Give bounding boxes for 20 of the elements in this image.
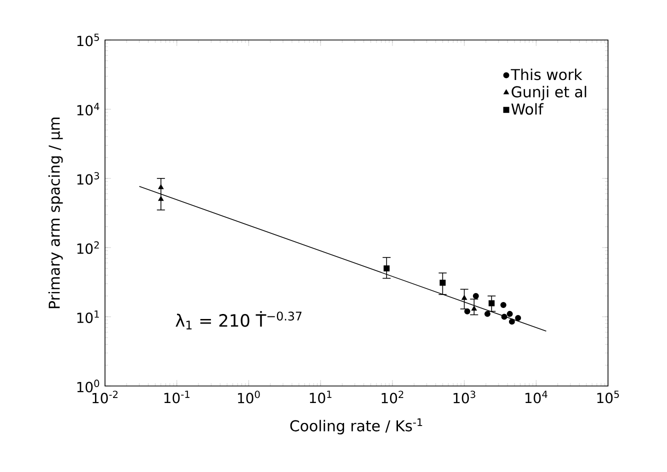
x-tick-label: 10$^{1}$ [310, 390, 332, 404]
x-tick-label: 10$^{4}$ [525, 390, 548, 404]
y-tick-label: 10$^{1}$ [77, 310, 99, 324]
y-tick-label: 10$^{2}$ [77, 241, 99, 254]
legend-label: Wolf [511, 103, 544, 115]
y-tick-label: 10$^{4}$ [77, 102, 100, 116]
x-tick-label: 10$^{0}$ [238, 390, 260, 404]
legend-label: This work [510, 68, 582, 80]
x-tick-label: 10$^{3}$ [454, 390, 476, 404]
x-tick-label: 10$^{-1}$ [164, 390, 190, 404]
y-tick-label: 10$^{3}$ [77, 172, 100, 185]
annotation: λ$_{1}$ = 210 Ṫ$^{−0.37}$ [176, 311, 302, 330]
x-tick-label: 10$^{-2}$ [92, 390, 118, 404]
y-axis-title: Primary arm spacing / µm [48, 118, 63, 308]
y-tick-label: 10$^{0}$ [77, 380, 100, 392]
x-tick-label: 10$^{2}$ [382, 390, 404, 404]
legend-label: Gunji et al [512, 86, 586, 100]
y-tick-label: 10$^{5}$ [77, 34, 99, 46]
x-tick-label: 10$^{5}$ [597, 390, 619, 404]
x-axis-title: Cooling rate / Ks$^{-1}$ [290, 418, 422, 434]
